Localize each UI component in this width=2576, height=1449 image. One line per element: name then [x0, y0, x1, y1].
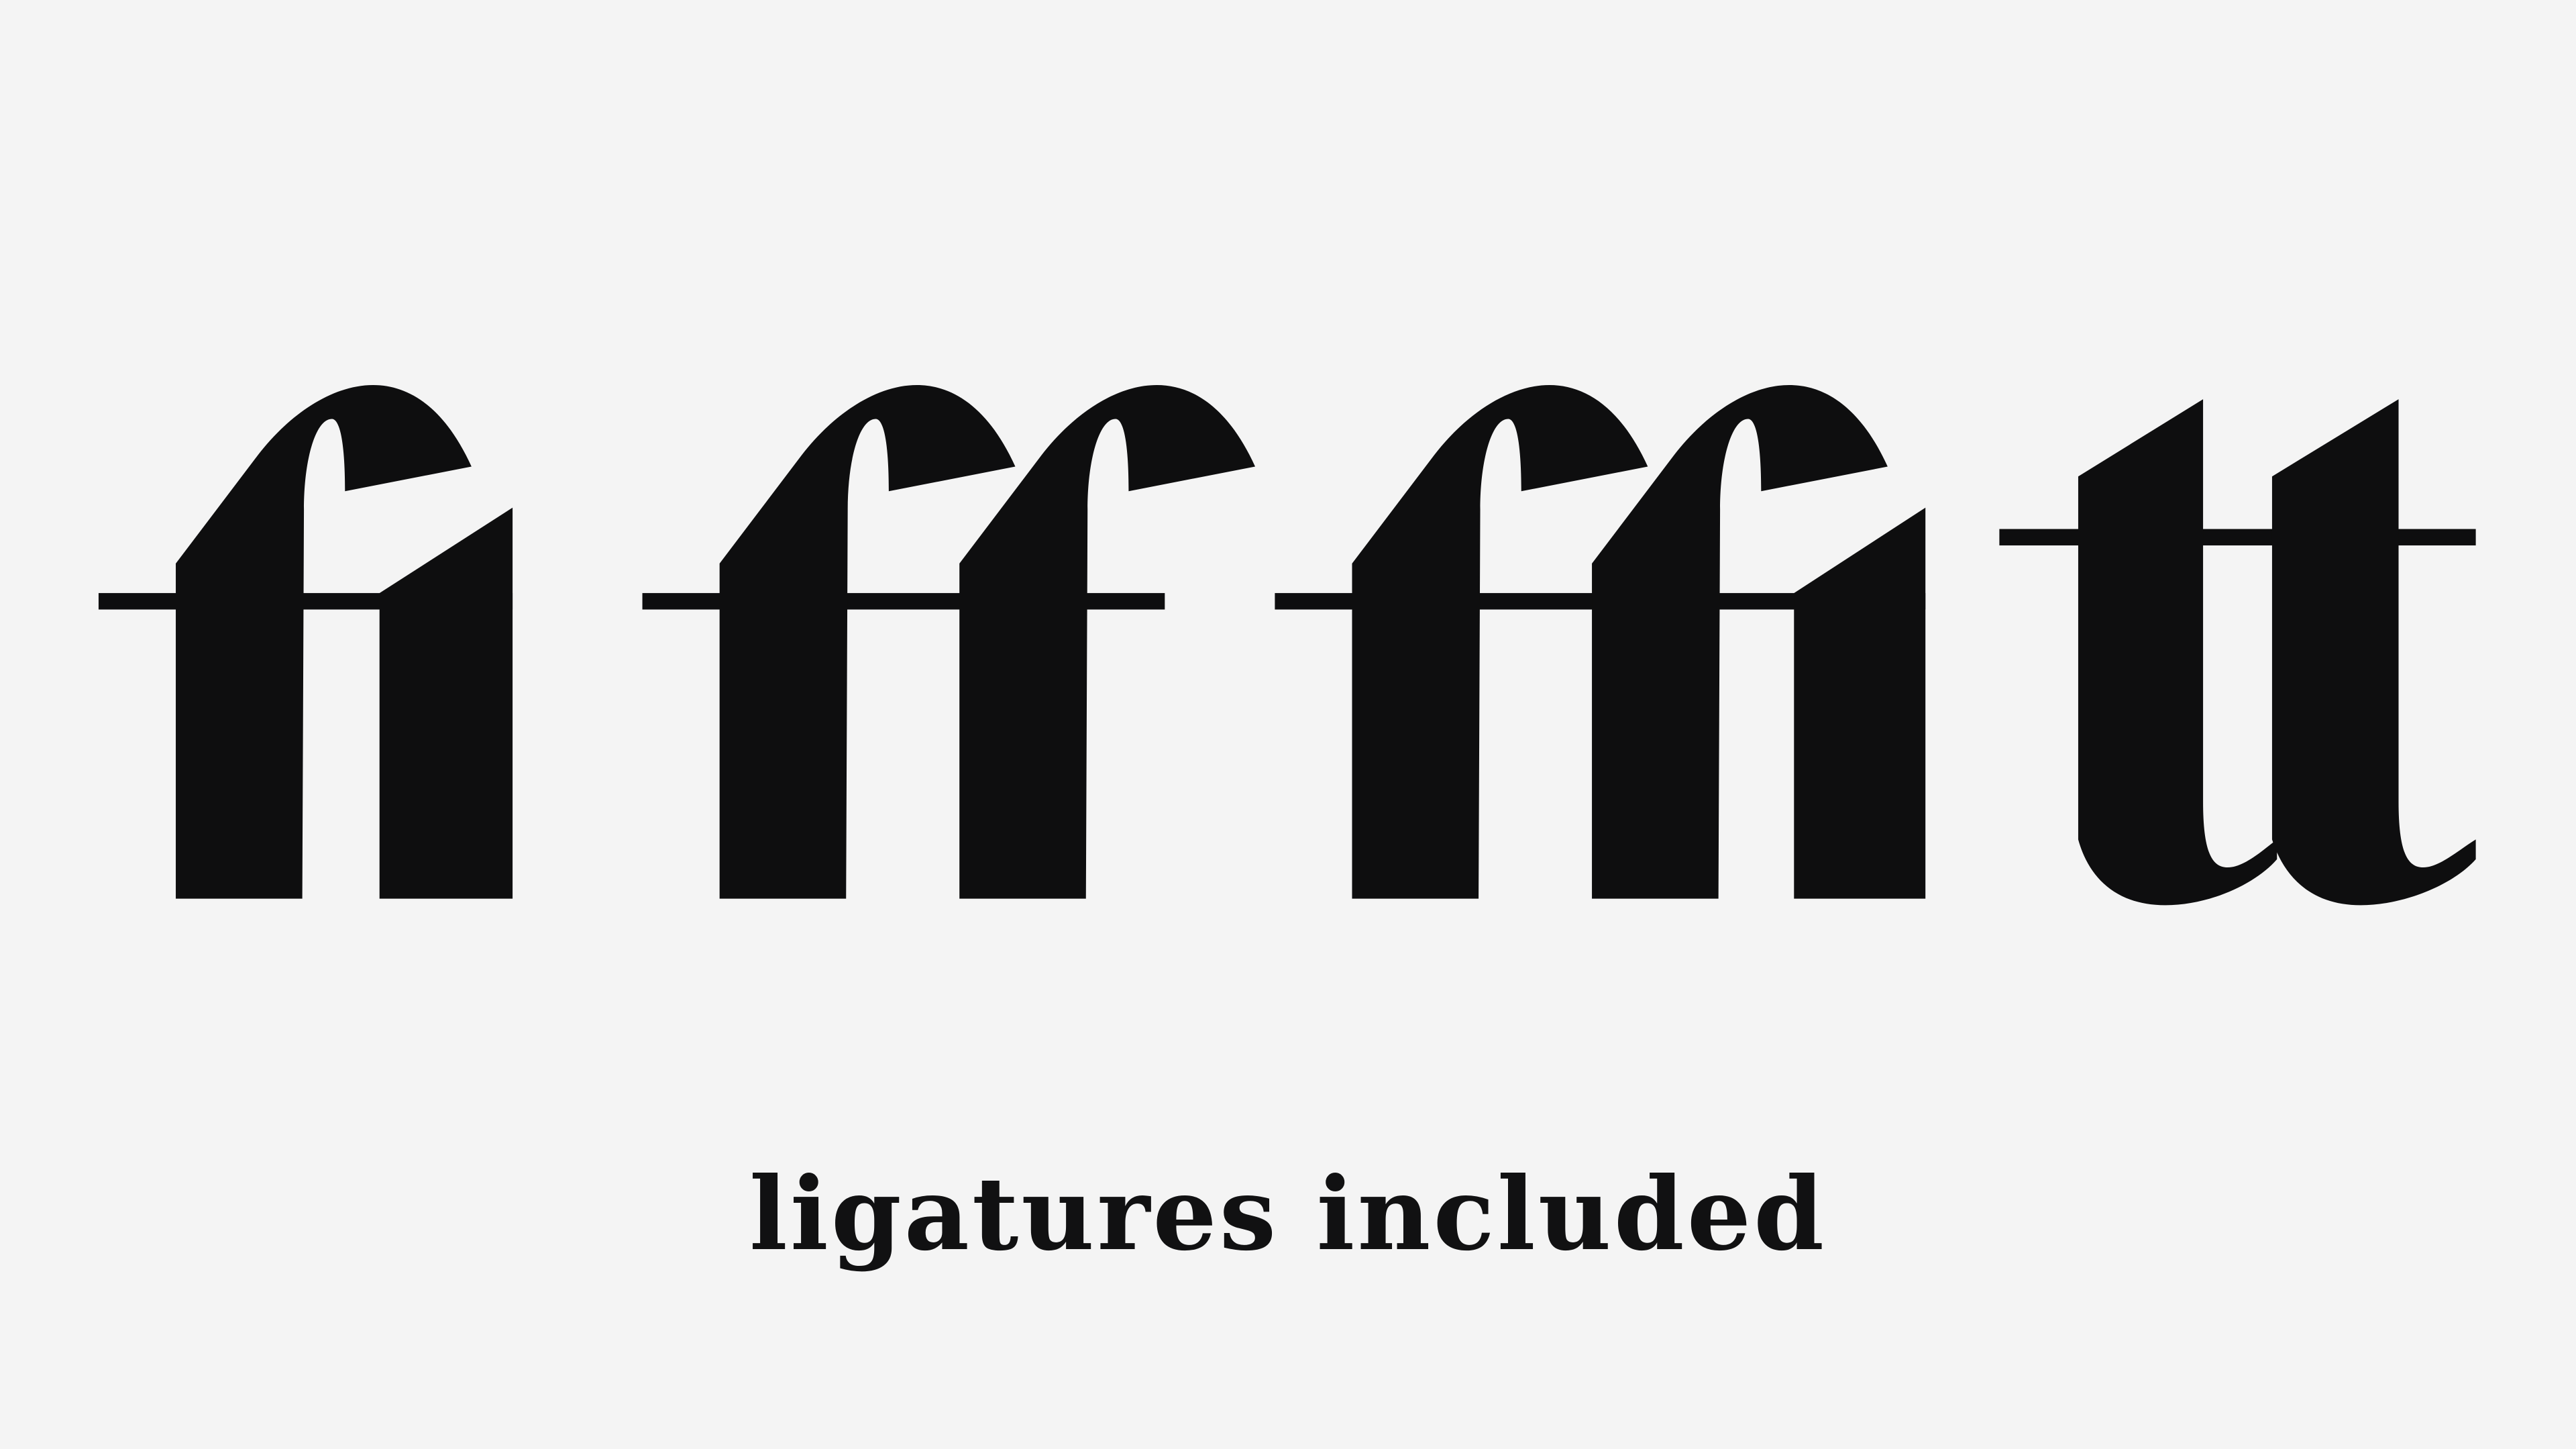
caption-text: ligatures included [749, 1155, 1827, 1273]
ligature-tt [1999, 399, 2476, 906]
ligature-fi [98, 385, 513, 899]
ligature-ffi [1275, 385, 1926, 899]
ligature-ff [642, 385, 1256, 899]
